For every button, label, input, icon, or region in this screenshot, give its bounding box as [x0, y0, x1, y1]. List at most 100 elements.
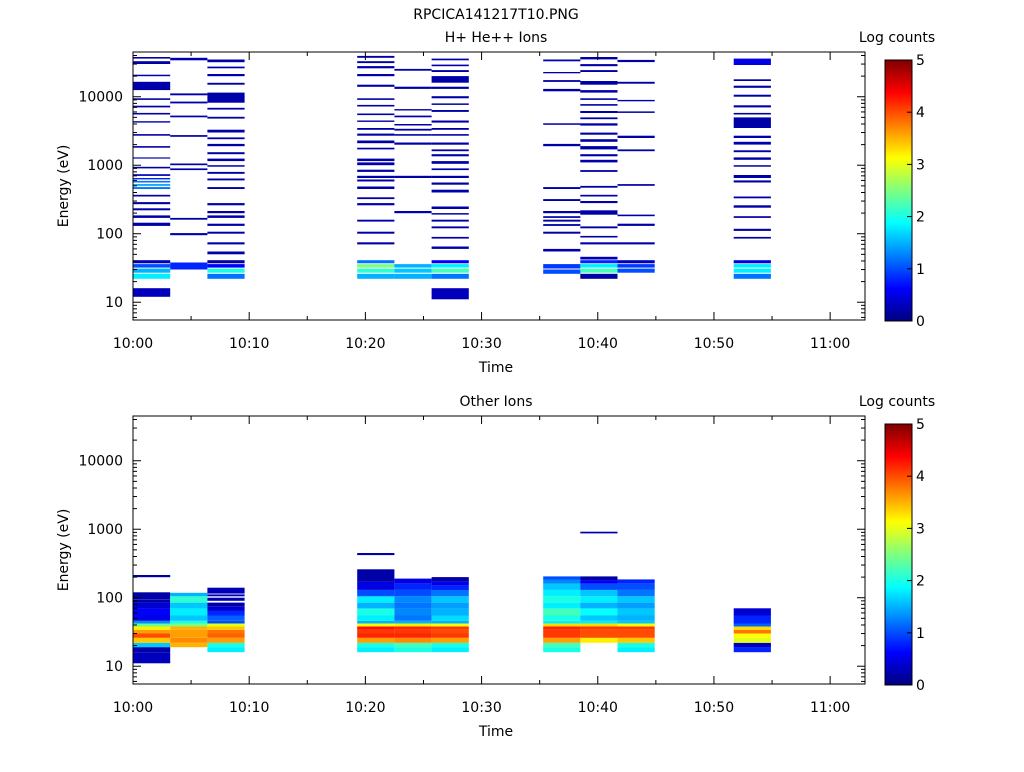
- heatmap-cell: [733, 216, 771, 218]
- y-tick-label: 100: [96, 591, 123, 607]
- x-tick-label: 10:10: [229, 336, 269, 352]
- heatmap-cell: [617, 99, 655, 102]
- heatmap-cell: [207, 597, 245, 601]
- heatmap-cell: [394, 626, 432, 630]
- heatmap-cell: [431, 260, 469, 264]
- heatmap-cell: [580, 185, 618, 188]
- heatmap-cell: [617, 59, 655, 63]
- heatmap-cell: [207, 268, 245, 273]
- heatmap-cell: [170, 596, 208, 603]
- heatmap-cell: [543, 143, 581, 147]
- y-tick-label: 1000: [87, 522, 123, 538]
- heatmap-cell: [733, 642, 771, 648]
- heatmap-cell: [617, 260, 655, 264]
- heatmap-cell: [170, 93, 208, 96]
- heatmap-cell: [733, 112, 771, 115]
- heatmap-cell: [431, 168, 469, 171]
- heatmap-cell: [543, 626, 581, 630]
- x-tick-label: 11:00: [810, 336, 850, 352]
- x-tick-label: 10:20: [345, 700, 385, 716]
- x-axis-label: Time: [478, 360, 513, 376]
- heatmap-cell: [394, 268, 432, 273]
- heatmap-cell: [170, 262, 208, 270]
- page-title: RPCICA141217T10.PNG: [413, 7, 578, 23]
- heatmap-cell: [357, 147, 395, 150]
- heatmap-cell: [580, 268, 618, 273]
- heatmap-cell: [357, 113, 395, 116]
- heatmap-cell: [543, 224, 581, 226]
- colorbar: 0 1 2 3 4 5 Log counts: [859, 30, 935, 330]
- heatmap-cell: [207, 143, 245, 147]
- heatmap-cell: [543, 59, 581, 62]
- heatmap-cell: [580, 576, 618, 581]
- heatmap-cell: [617, 264, 655, 268]
- heatmap-cell: [733, 85, 771, 88]
- y-tick-label: 10000: [78, 454, 123, 470]
- heatmap-cell: [207, 187, 245, 189]
- heatmap-cell: [207, 242, 245, 245]
- y-tick-label: 10000: [78, 90, 123, 106]
- heatmap-cell: [617, 589, 655, 597]
- heatmap-cell: [580, 159, 618, 163]
- heatmap-cell: [207, 137, 245, 140]
- heatmap-cell: [617, 81, 655, 84]
- heatmap-cell: [733, 157, 771, 160]
- heatmap-cell: [170, 615, 208, 621]
- heatmap-cell: [133, 178, 171, 180]
- heatmap-cell: [617, 637, 655, 643]
- heatmap-cell: [133, 215, 171, 218]
- heatmap-cell: [357, 120, 395, 122]
- heatmap-cell: [394, 142, 432, 145]
- heatmap-cell: [207, 642, 245, 648]
- heatmap-cell: [207, 264, 245, 268]
- heatmap-cell: [580, 242, 618, 245]
- heatmap-cell: [543, 216, 581, 218]
- heatmap-cell: [543, 633, 581, 638]
- heatmap-cell: [357, 55, 395, 58]
- heatmap-cell: [580, 170, 618, 172]
- heatmap-cell: [617, 135, 655, 138]
- heatmap-cell: [543, 589, 581, 597]
- colorbar-tick-label: 3: [916, 157, 925, 173]
- heatmap-cell: [431, 577, 469, 582]
- heatmap-cell: [543, 596, 581, 603]
- heatmap-cell: [580, 117, 618, 120]
- panel-other-ions: Other Ions 10:00 10:10 10:20 10:30 10:40 10:50…: [56, 394, 935, 740]
- heatmap-cell: [357, 629, 395, 634]
- heatmap-cell: [207, 623, 245, 627]
- heatmap-cell: [357, 98, 395, 100]
- heatmap-cell: [580, 626, 618, 630]
- heatmap-cell: [733, 150, 771, 153]
- x-tick-label: 10:40: [578, 700, 618, 716]
- heatmap-cell: [357, 620, 395, 624]
- heatmap-cell: [133, 592, 171, 600]
- plot-frame: [132, 51, 866, 321]
- heatmap-cell: [207, 152, 245, 155]
- heatmap-cell: [431, 226, 469, 229]
- heatmap-cell: [543, 199, 581, 201]
- heatmap-cell: [733, 205, 771, 208]
- x-tick-label: 11:00: [810, 700, 850, 716]
- heatmap-cell: [543, 642, 581, 648]
- heatmap-cell: [133, 288, 171, 297]
- heatmap-cell: [170, 620, 208, 624]
- heatmap-cell: [617, 620, 655, 624]
- heatmap-cell: [543, 579, 581, 584]
- heatmap-cell: [617, 608, 655, 616]
- heatmap-cell: [543, 72, 581, 74]
- heatmap-cell: [357, 626, 395, 630]
- heatmap-cell: [543, 88, 581, 92]
- heatmap-cell: [357, 569, 395, 582]
- heatmap-cell: [133, 157, 171, 159]
- heatmap-cell: [133, 112, 171, 115]
- x-axis: 10:00 10:10 10:20 10:30 10:40 10:50 11:00: [113, 52, 850, 352]
- heatmap-cell: [580, 620, 618, 624]
- heatmap-cell: [431, 620, 469, 624]
- heatmap-cell: [394, 633, 432, 638]
- heatmap-cell: [394, 637, 432, 643]
- heatmap-cell: [431, 149, 469, 152]
- heatmap-cell: [431, 236, 469, 239]
- heatmap-cell: [357, 633, 395, 638]
- heatmap-cell: [133, 637, 171, 643]
